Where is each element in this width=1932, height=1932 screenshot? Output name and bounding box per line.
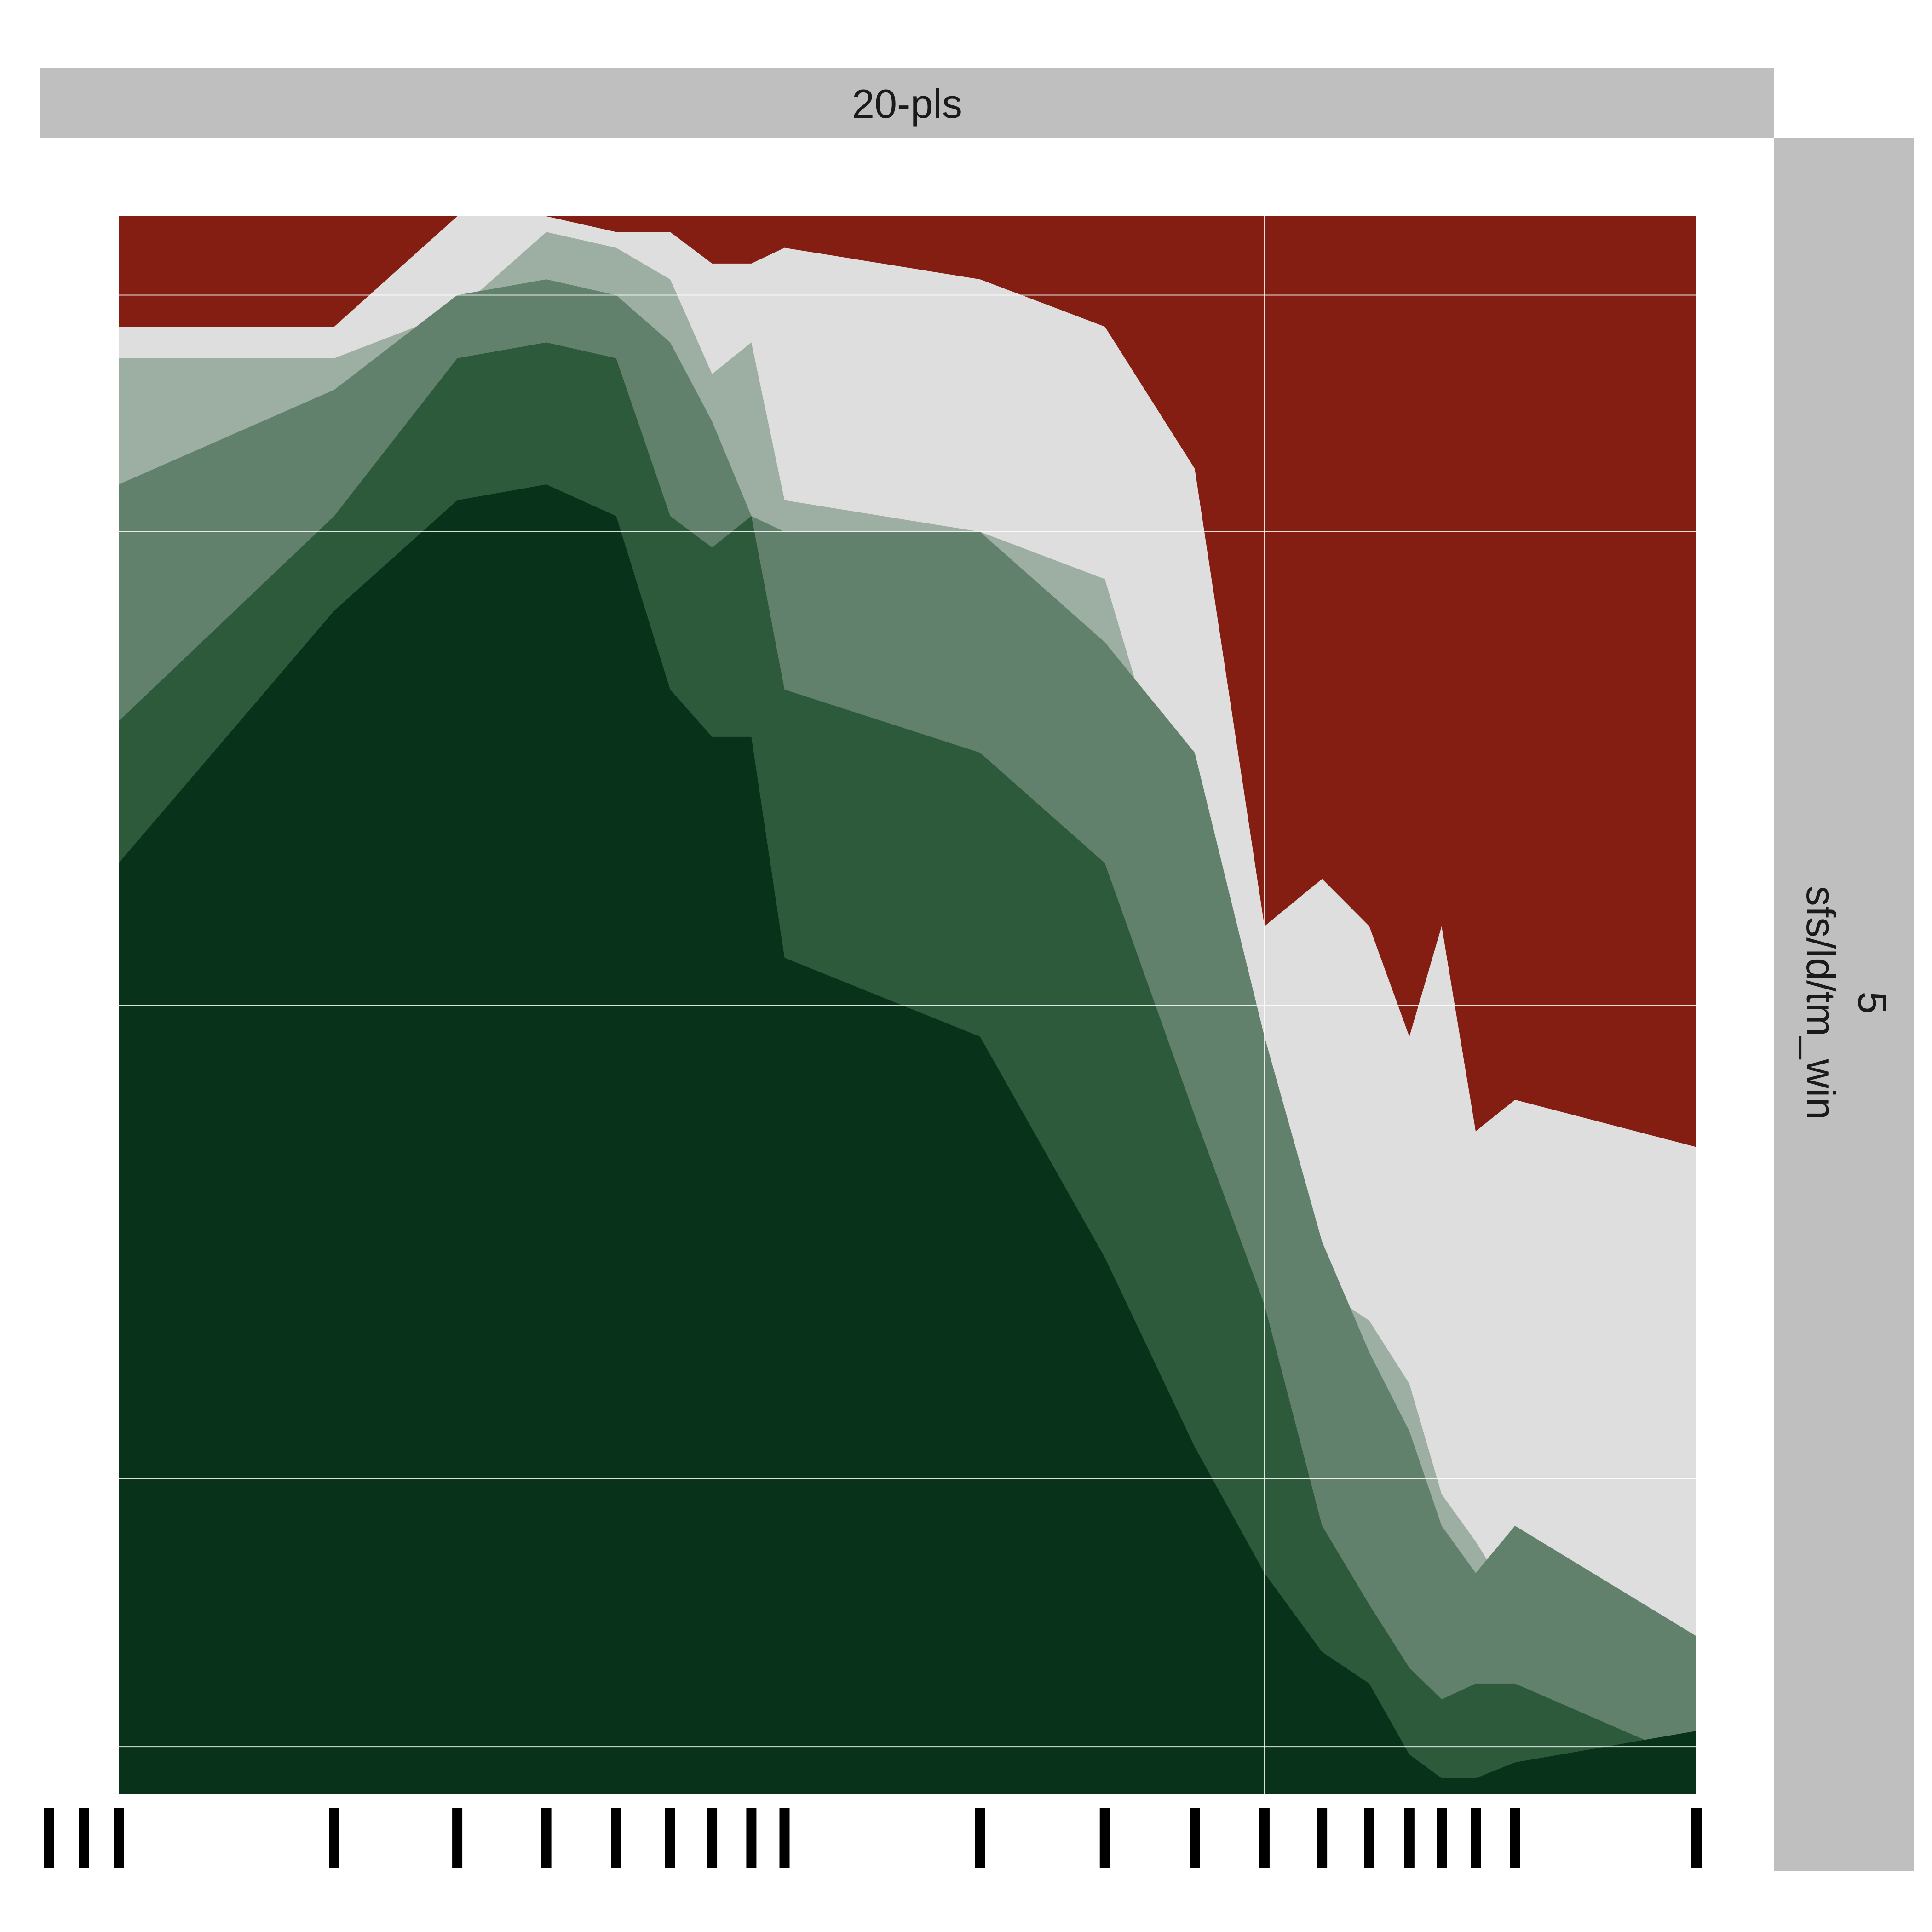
facet-strip-top-label: 20-pls	[852, 81, 962, 126]
x-rug	[44, 1808, 1702, 1868]
facet-strip-right-sublabel: sfs/ld/tm_win	[1798, 886, 1844, 1120]
facet-strip-top: 20-pls	[40, 68, 1774, 138]
area-band-1	[119, 484, 1696, 1794]
plot-panel	[119, 216, 1696, 1794]
facet-strip-right-label: 5	[1850, 992, 1895, 1014]
facet-strip-right: 5 sfs/ld/tm_win	[1774, 138, 1914, 1871]
